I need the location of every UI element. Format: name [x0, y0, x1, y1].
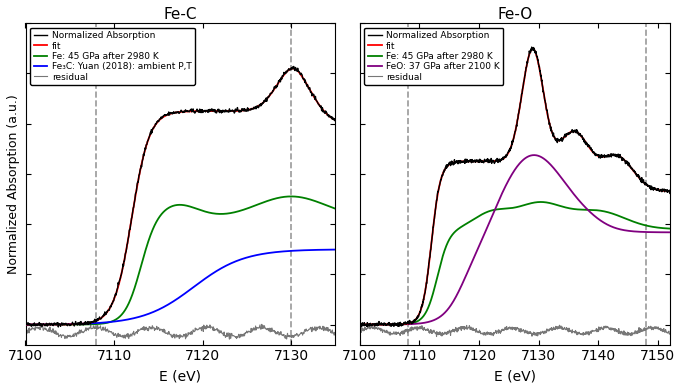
- Legend: Normalized Absorption, fit, Fe: 45 GPa after 2980 K, FeO: 37 GPa after 2100 K, r: Normalized Absorption, fit, Fe: 45 GPa a…: [364, 28, 503, 85]
- X-axis label: E (eV): E (eV): [494, 369, 536, 383]
- Y-axis label: Normalized Absorption (a.u.): Normalized Absorption (a.u.): [7, 94, 20, 274]
- Legend: Normalized Absorption, fit, Fe: 45 GPa after 2980 K, Fe₃C: Yuan (2018): ambient : Normalized Absorption, fit, Fe: 45 GPa a…: [30, 28, 195, 85]
- X-axis label: E (eV): E (eV): [160, 369, 201, 383]
- Title: Fe-C: Fe-C: [164, 7, 197, 22]
- Title: Fe-O: Fe-O: [497, 7, 532, 22]
